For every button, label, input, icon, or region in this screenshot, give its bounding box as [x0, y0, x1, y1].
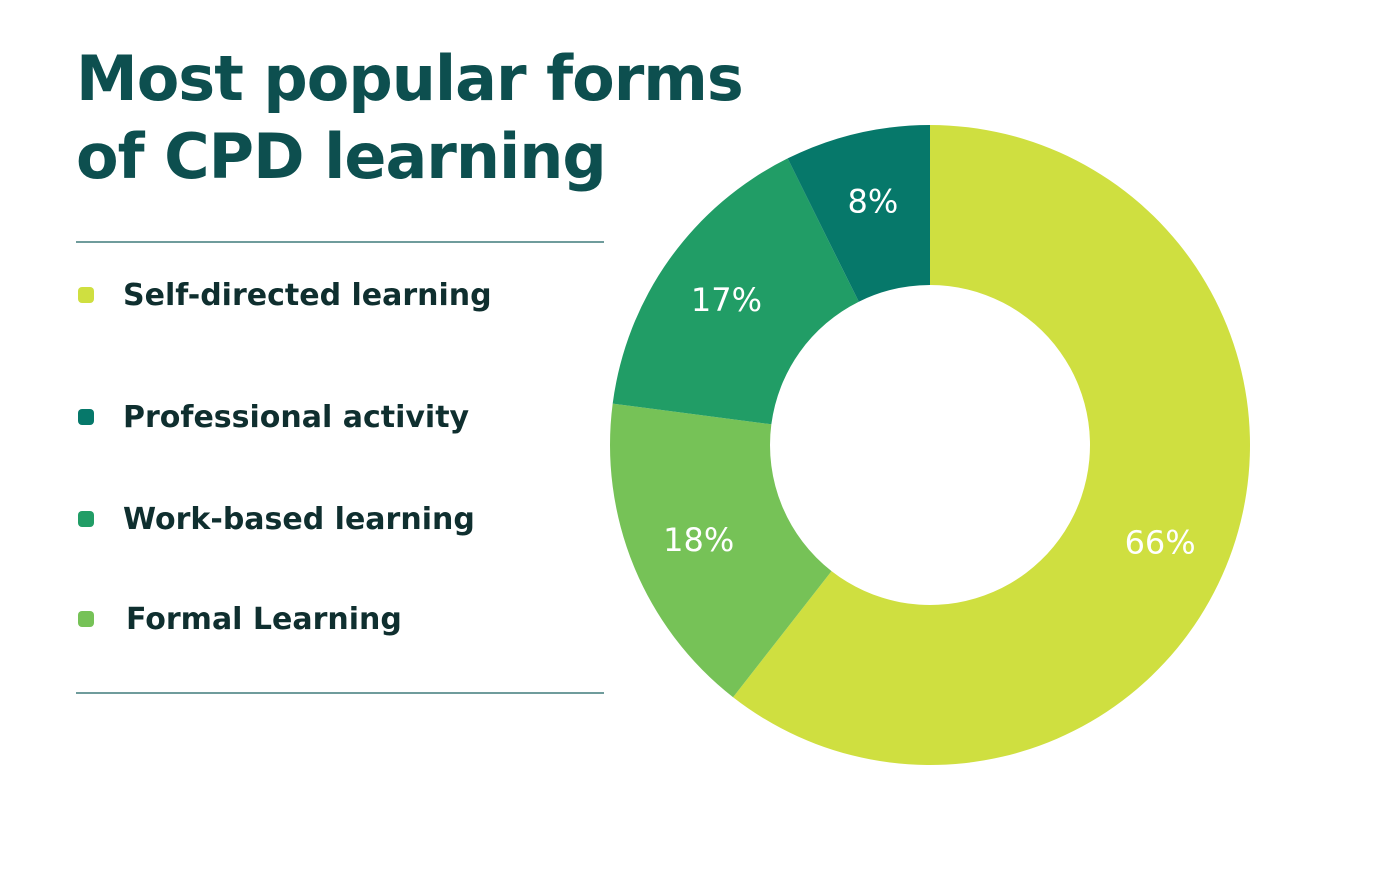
donut-slice-work-based-learning — [612, 158, 859, 425]
legend-top-divider — [76, 241, 604, 243]
donut-label-work-based-learning: 17% — [691, 281, 762, 319]
donut-label-formal-learning: 18% — [663, 521, 734, 559]
legend-label-self-directed: Self-directed learning — [123, 278, 492, 313]
donut-chart: 66% 18% 17% 8% — [610, 125, 1250, 765]
donut-slice-self-directed-learning — [733, 125, 1250, 765]
chart-title: Most popular forms of CPD learning — [76, 42, 744, 193]
legend-swatch-self-directed — [78, 287, 94, 303]
legend-swatch-work-based — [78, 511, 94, 527]
donut-label-professional-activity: 8% — [847, 183, 898, 221]
donut-value-labels: 66% 18% 17% 8% — [663, 183, 1196, 562]
donut-label-self-directed-learning: 66% — [1125, 524, 1196, 562]
legend-swatch-professional-activity — [78, 409, 94, 425]
legend-label-professional-activity: Professional activity — [123, 400, 470, 435]
donut-slice-professional-activity — [787, 125, 930, 302]
legend-bottom-divider — [76, 692, 604, 694]
donut-slices — [610, 125, 1250, 765]
donut-slice-formal-learning — [610, 403, 832, 698]
legend-swatch-formal-learning — [78, 611, 94, 627]
legend-label-formal-learning: Formal Learning — [126, 602, 402, 637]
legend-label-work-based: Work-based learning — [123, 502, 475, 537]
